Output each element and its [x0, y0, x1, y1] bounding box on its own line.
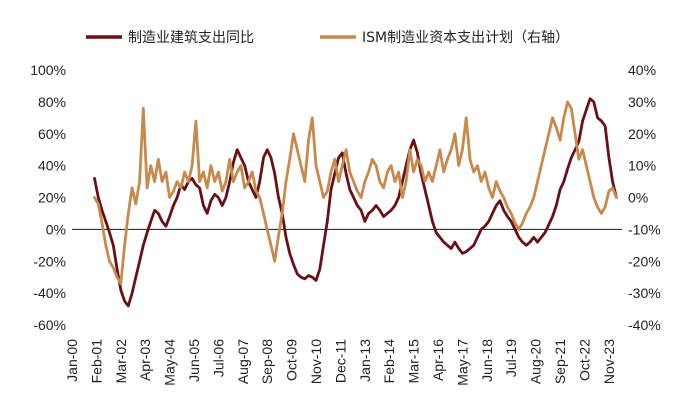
x-axis-tick-label: Jan-13 [357, 339, 373, 382]
x-axis-tick-label: Jun-05 [186, 339, 202, 382]
right-axis-tick-label: -10% [628, 221, 661, 237]
left-axis-tick-label: 40% [38, 158, 66, 174]
right-axis-tick-label: 40% [628, 62, 656, 78]
x-axis-tick-label: Sep-08 [259, 339, 275, 384]
series-line-construction-spending [93, 97, 618, 308]
x-axis-tick-label: Mar-15 [406, 339, 422, 384]
left-axis-tick-label: -60% [33, 317, 66, 333]
x-axis-tick-label: Aug-20 [528, 339, 544, 384]
left-axis-tick-label: 80% [38, 94, 66, 110]
left-axis-tick-label: 100% [30, 62, 66, 78]
right-axis-tick-label: 20% [628, 126, 656, 142]
x-axis-tick-label: Oct-22 [576, 339, 592, 381]
left-axis-ticks: -60% -40% -20% 0% 20% 40% 60% 80% 100% [30, 62, 66, 333]
right-axis-tick-label: -40% [628, 317, 661, 333]
x-axis-tick-label: Sep-21 [552, 339, 568, 384]
x-axis-tick-label: May-04 [162, 339, 178, 386]
x-axis-tick-label: Jun-18 [479, 339, 495, 382]
x-axis-tick-label: Mar-02 [113, 339, 129, 384]
x-axis-tick-label: May-17 [454, 339, 470, 386]
x-axis-tick-label: Nov-23 [601, 339, 617, 384]
right-axis-tick-label: 0% [628, 190, 648, 206]
x-axis-tick-label: Dec-11 [332, 339, 348, 383]
x-axis-tick-label: Feb-14 [381, 339, 397, 384]
x-axis-tick-label: Jul-19 [503, 339, 519, 377]
series-line-ism-capex [93, 100, 618, 285]
x-axis-tick-label: Aug-07 [235, 339, 251, 384]
x-axis-ticks: Jan-00 Feb-01 Mar-02 Apr-03 May-04 Jun-05 Jul-… [64, 339, 617, 386]
legend-label-construction-spending: 制造业建筑支出同比 [128, 30, 254, 46]
x-axis-tick-label: Feb-01 [88, 339, 104, 384]
x-axis-tick-label: Oct-09 [284, 339, 300, 381]
x-axis-tick-label: Apr-16 [430, 339, 446, 381]
left-axis-tick-label: 0% [46, 221, 66, 237]
left-axis-tick-label: 60% [38, 126, 66, 142]
x-axis-tick-label: Nov-10 [308, 339, 324, 384]
left-axis-tick-label: -40% [33, 285, 66, 301]
left-axis-tick-label: 20% [38, 190, 66, 206]
right-axis-tick-label: 10% [628, 158, 656, 174]
right-axis-tick-label: -30% [628, 285, 661, 301]
x-axis-tick-label: Jul-06 [210, 339, 226, 377]
x-axis-tick-label: Jan-00 [64, 339, 80, 382]
right-axis-tick-label: -20% [628, 253, 661, 269]
chart-legend: 制造业建筑支出同比 ISM制造业资本支出计划（右轴） [86, 30, 569, 46]
legend-label-ism-capex: ISM制造业资本支出计划（右轴） [362, 30, 569, 46]
left-axis-tick-label: -20% [33, 253, 66, 269]
right-axis-ticks: -40% -30% -20% -10% 0% 10% 20% 30% 40% [628, 62, 661, 333]
right-axis-tick-label: 30% [628, 94, 656, 110]
x-axis-tick-label: Apr-03 [137, 339, 153, 381]
